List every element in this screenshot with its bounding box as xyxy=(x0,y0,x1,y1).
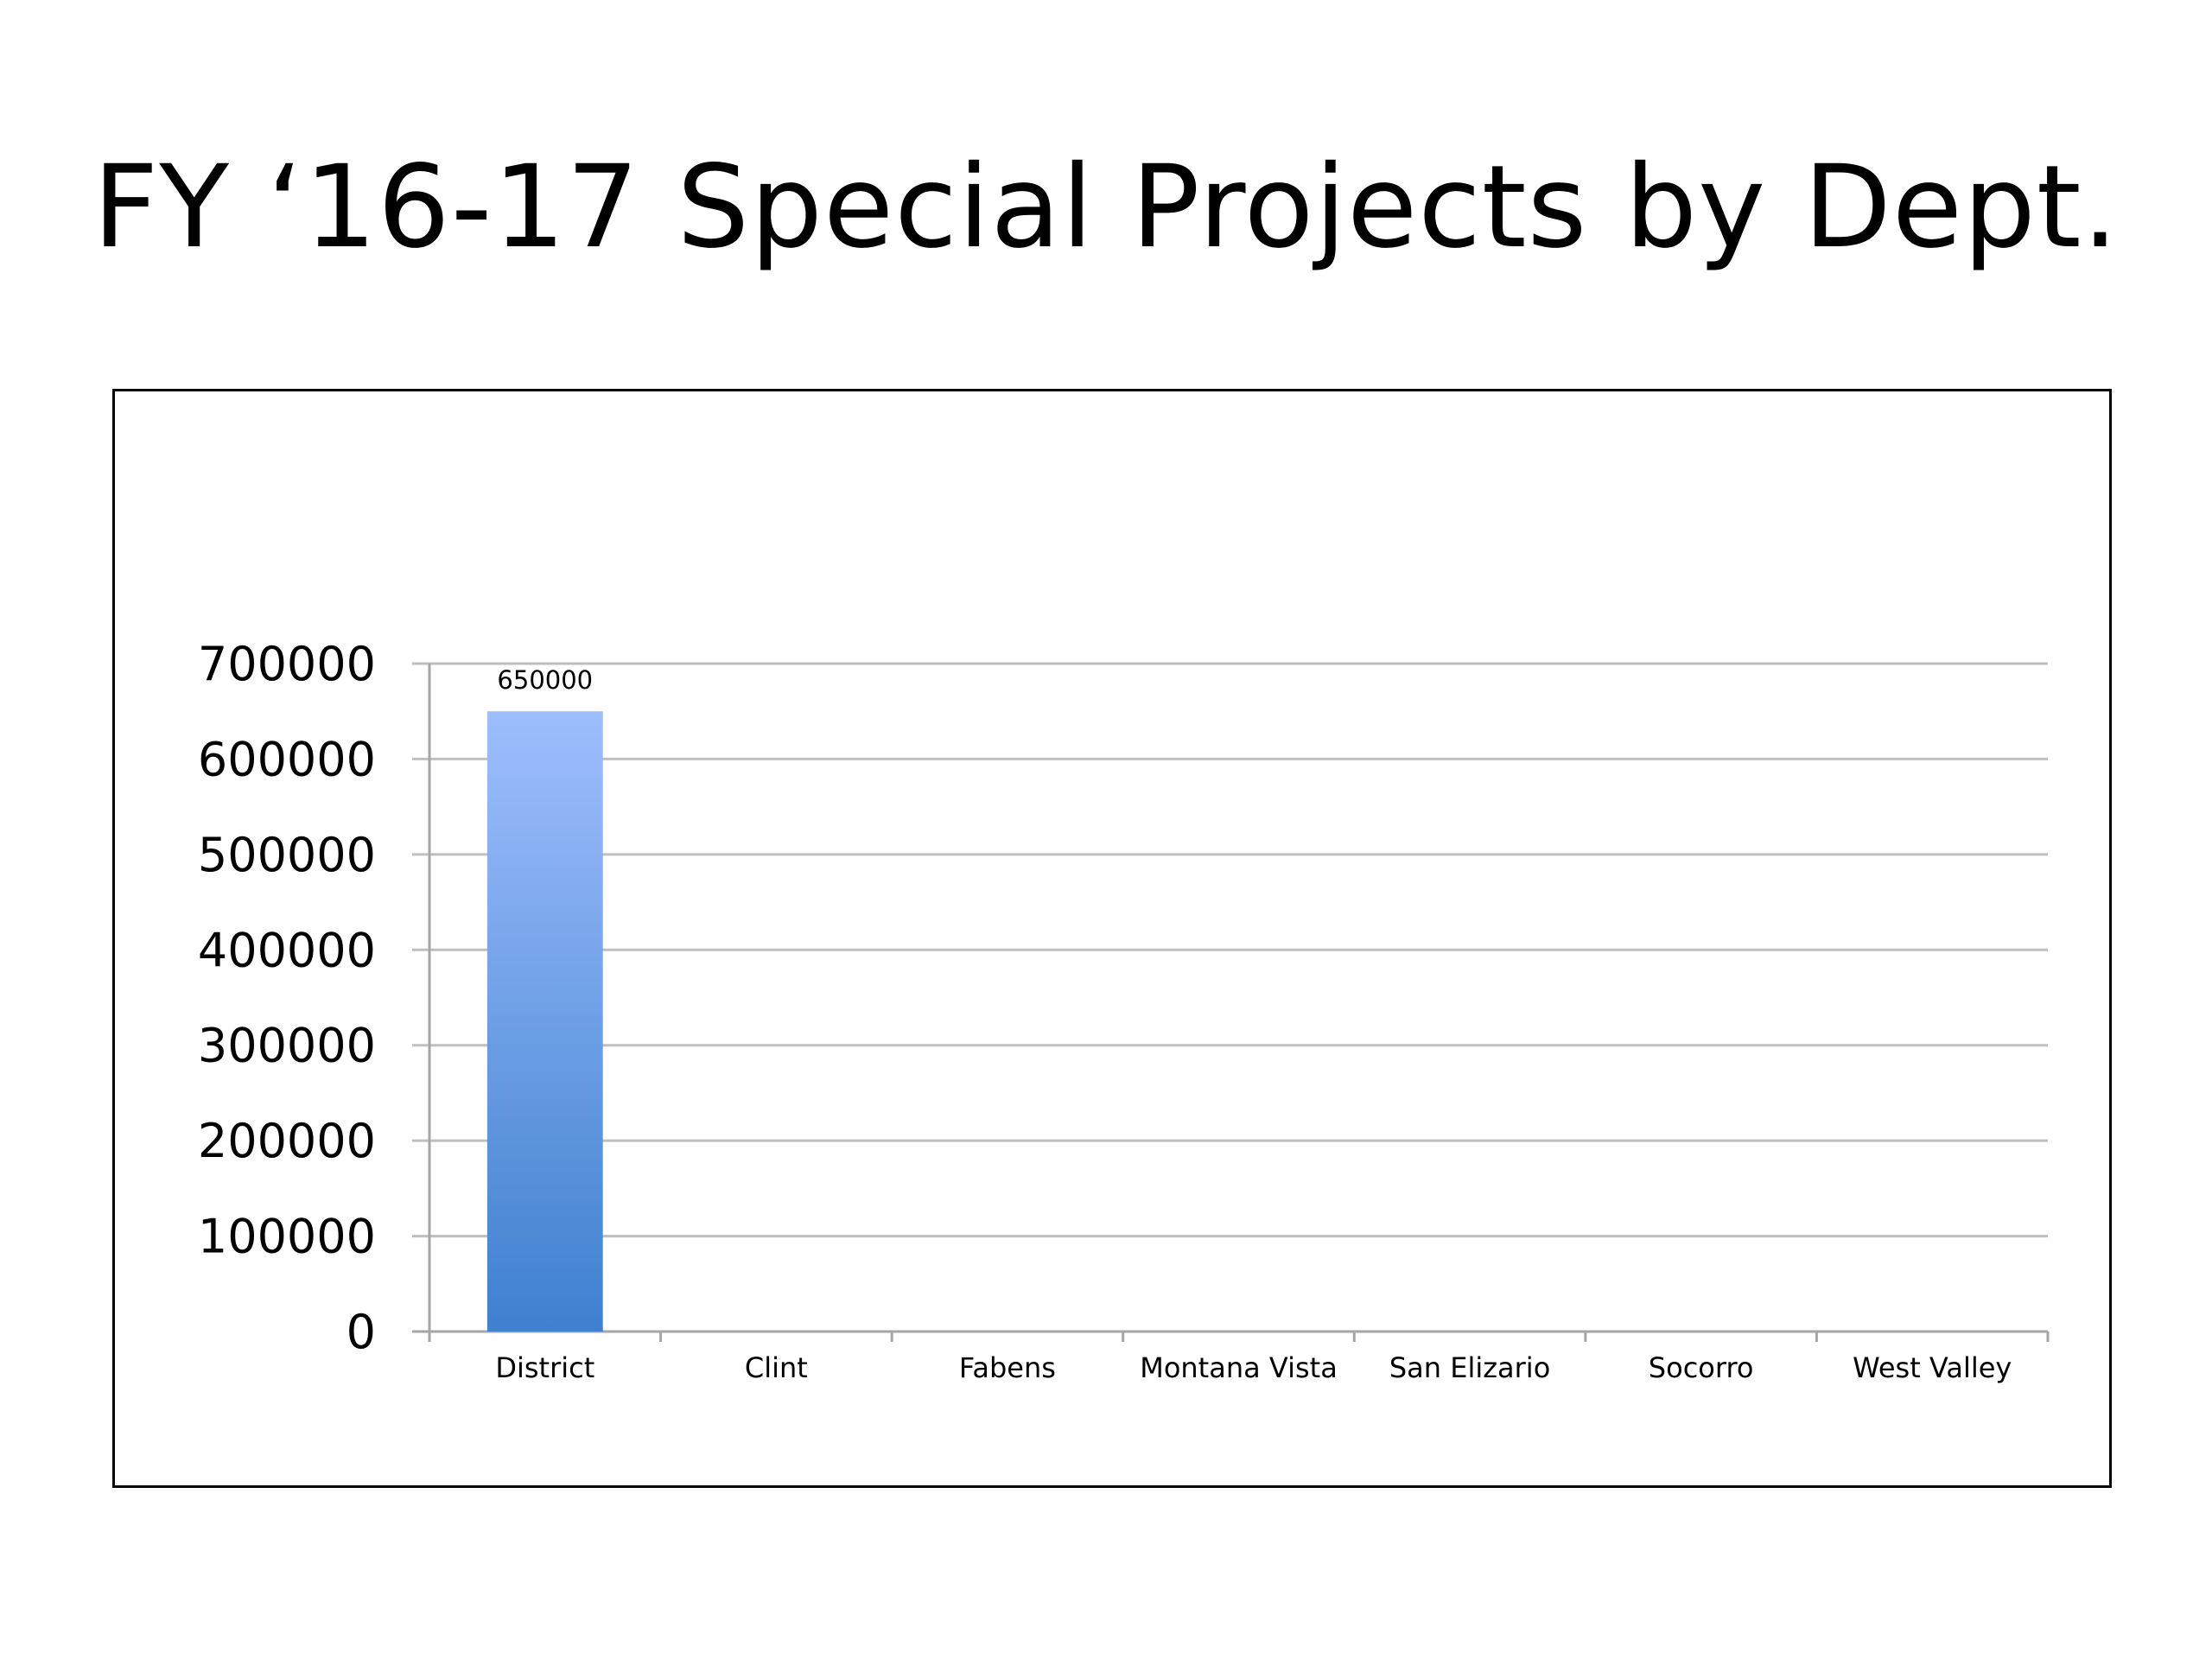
axes xyxy=(412,664,2050,1342)
data-label: 650000 xyxy=(497,665,593,695)
labels: 0 100000 200000 300000 400000 500000 600000 700… xyxy=(198,637,2012,1384)
x-tick-label: Montana Vista xyxy=(1140,1351,1338,1384)
x-tick-label: Clint xyxy=(745,1351,808,1384)
y-tick-label: 700000 xyxy=(198,637,376,691)
y-tick-label: 0 xyxy=(346,1305,376,1359)
y-tick-label: 500000 xyxy=(198,828,376,882)
bar-district xyxy=(486,711,603,1332)
x-tick-label: San Elizario xyxy=(1389,1351,1550,1384)
x-tick-label: District xyxy=(495,1351,594,1384)
chart-frame xyxy=(112,389,2112,1488)
gridlines xyxy=(412,662,2048,1238)
y-tick-label: 300000 xyxy=(198,1019,376,1073)
slide-title: FY ‘16-17 Special Projects by Dept. xyxy=(92,141,2120,274)
y-tick-label: 100000 xyxy=(198,1210,376,1264)
x-tick-label: Fabens xyxy=(959,1351,1056,1384)
y-tick-label: 400000 xyxy=(198,923,376,977)
x-tick-label: Socorro xyxy=(1649,1351,1754,1384)
y-tick-label: 600000 xyxy=(198,732,376,786)
bars xyxy=(486,711,603,1332)
y-tick-label: 200000 xyxy=(198,1114,376,1168)
x-tick-label: West Valley xyxy=(1853,1351,2012,1384)
